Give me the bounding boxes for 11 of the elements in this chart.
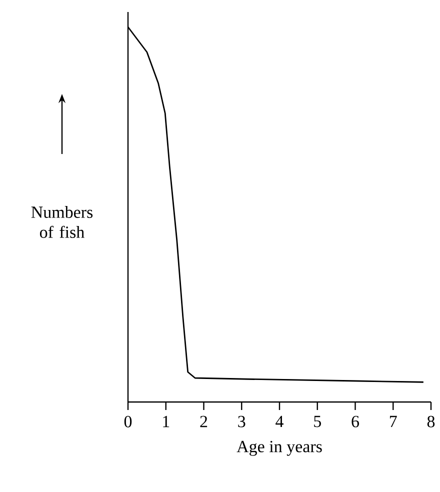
y-axis-title: Numbers of fish <box>31 206 93 238</box>
x-tick-label: 3 <box>238 416 246 428</box>
x-tick-label: 2 <box>200 416 208 428</box>
x-tick-label: 7 <box>390 416 397 427</box>
x-tick-label: 6 <box>352 416 359 428</box>
x-tick-label: 1 <box>163 416 170 428</box>
x-tick-label: 4 <box>276 416 284 428</box>
x-axis-title: Age in years <box>236 440 322 456</box>
x-tick-label: 0 <box>124 416 132 428</box>
x-tick-label: 5 <box>314 416 321 428</box>
x-tick-label: 8 <box>427 416 435 428</box>
